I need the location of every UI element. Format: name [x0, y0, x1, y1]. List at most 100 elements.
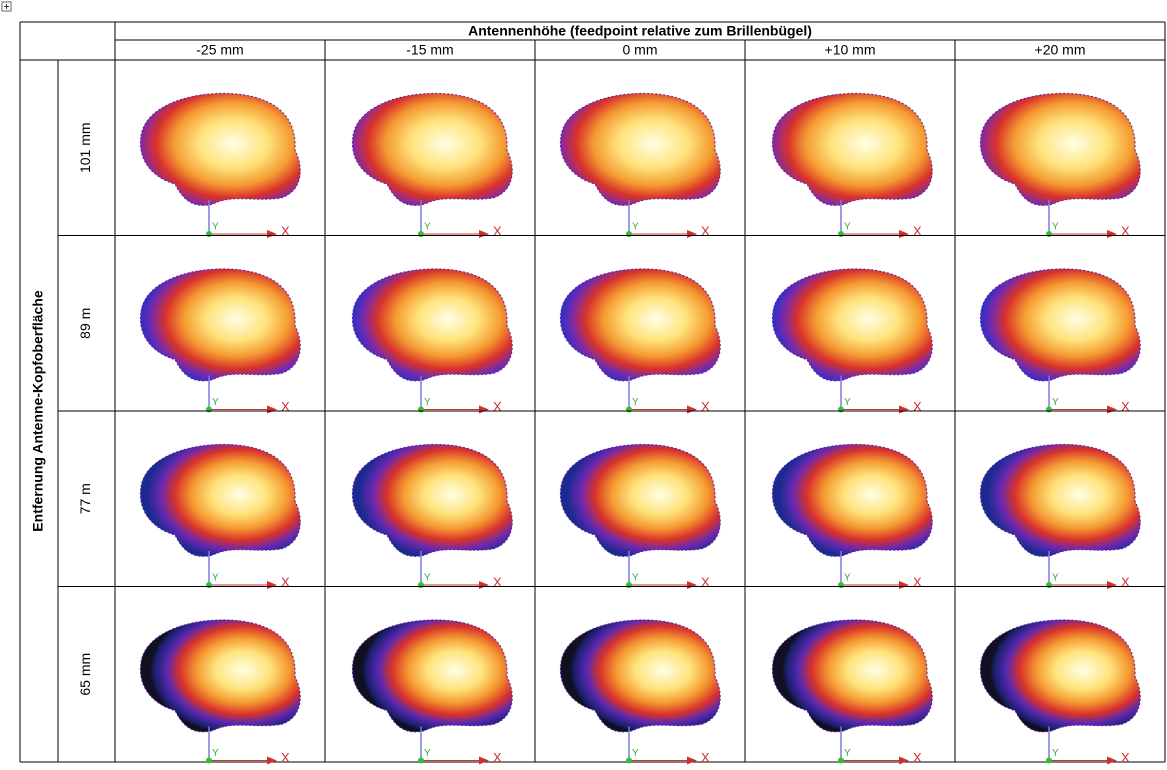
- head-image: XY: [771, 268, 933, 414]
- head-shape: [351, 92, 513, 206]
- axis-x-arrow: [267, 230, 277, 238]
- head-shape: [979, 268, 1141, 382]
- head-shape: [559, 92, 721, 206]
- column-label: -15 mm: [406, 42, 453, 58]
- axis-x-arrow: [479, 581, 489, 589]
- axis-y-label: Y: [844, 397, 851, 408]
- head-image: XY: [559, 619, 721, 765]
- head-shape: [351, 268, 513, 382]
- head-shape: [351, 619, 513, 733]
- axis-origin: [418, 757, 424, 764]
- axis-x-label: X: [913, 750, 922, 765]
- axis-x-label: X: [281, 399, 290, 414]
- row-label: 65 mm: [77, 653, 93, 696]
- head-image: XY: [979, 92, 1141, 238]
- axis-origin: [838, 757, 844, 764]
- axis-x-label: X: [701, 399, 710, 414]
- axis-x-arrow: [267, 581, 277, 589]
- axis-x-label: X: [1121, 223, 1130, 238]
- head-image: XY: [351, 92, 513, 238]
- axis-y-label: Y: [1052, 748, 1059, 759]
- axis-x-label: X: [281, 223, 290, 238]
- axis-x-label: X: [1121, 574, 1130, 589]
- column-label: +10 mm: [825, 42, 876, 58]
- axis-x-arrow: [687, 756, 697, 765]
- axis-y-label: Y: [424, 573, 431, 584]
- axis-y-label: Y: [424, 748, 431, 759]
- axis-x-arrow: [479, 230, 489, 238]
- head-image: XY: [351, 268, 513, 414]
- head-shape: [139, 92, 301, 206]
- axis-x-arrow: [687, 230, 697, 238]
- header-title: Antennenhöhe (feedpoint relative zum Bri…: [468, 23, 812, 39]
- axis-y-label: Y: [632, 397, 639, 408]
- axis-y-label: Y: [632, 222, 639, 233]
- head-shape: [559, 619, 721, 733]
- head-shape: [559, 443, 721, 557]
- axis-x-arrow: [899, 230, 909, 238]
- head-image: XY: [559, 443, 721, 589]
- axis-x-label: X: [493, 223, 502, 238]
- axis-x-arrow: [1107, 405, 1117, 414]
- head-shape: [979, 619, 1141, 733]
- axis-x-arrow: [267, 756, 277, 765]
- column-label: -25 mm: [196, 42, 243, 58]
- column-label: 0 mm: [623, 42, 658, 58]
- head-image: XY: [351, 619, 513, 765]
- axis-x-arrow: [1107, 581, 1117, 589]
- axis-x-arrow: [899, 756, 909, 765]
- axis-origin: [1046, 757, 1052, 764]
- head-image: XY: [771, 443, 933, 589]
- axis-y-label: Y: [844, 222, 851, 233]
- row-label: 77 m: [77, 483, 93, 514]
- axis-x-arrow: [1107, 756, 1117, 765]
- head-image: XY: [139, 92, 301, 238]
- axis-y-label: Y: [632, 748, 639, 759]
- axis-x-label: X: [281, 750, 290, 765]
- axis-x-label: X: [701, 223, 710, 238]
- axis-x-label: X: [281, 574, 290, 589]
- axis-y-label: Y: [1052, 397, 1059, 408]
- head-shape: [979, 92, 1141, 206]
- axis-x-label: X: [701, 574, 710, 589]
- axis-x-label: X: [913, 574, 922, 589]
- axis-x-arrow: [1107, 230, 1117, 238]
- axis-x-label: X: [493, 574, 502, 589]
- axis-x-label: X: [913, 223, 922, 238]
- axis-y-label: Y: [212, 397, 219, 408]
- head-shape: [351, 443, 513, 557]
- head-image: XY: [771, 619, 933, 765]
- axis-y-label: Y: [1052, 222, 1059, 233]
- axis-origin: [206, 757, 212, 764]
- axis-x-arrow: [687, 581, 697, 589]
- column-label: +20 mm: [1035, 42, 1086, 58]
- axis-x-arrow: [479, 405, 489, 414]
- head-shape: [771, 443, 933, 557]
- axis-y-label: Y: [844, 573, 851, 584]
- head-shape: [771, 92, 933, 206]
- head-image: XY: [979, 268, 1141, 414]
- row-header: Entfernung Antenne-Kopfoberfläche: [30, 290, 46, 532]
- axis-x-arrow: [899, 581, 909, 589]
- axis-y-label: Y: [1052, 573, 1059, 584]
- expand-icon[interactable]: [1, 1, 12, 12]
- head-image: XY: [979, 619, 1141, 765]
- head-image: XY: [139, 443, 301, 589]
- axis-y-label: Y: [212, 748, 219, 759]
- table: Antennenhöhe (feedpoint relative zum Bri…: [19, 21, 1166, 765]
- axis-x-label: X: [493, 750, 502, 765]
- axis-x-label: X: [1121, 750, 1130, 765]
- axis-x-label: X: [701, 750, 710, 765]
- axis-x-arrow: [267, 405, 277, 414]
- head-shape: [559, 268, 721, 382]
- axis-origin: [626, 757, 632, 764]
- head-shape: [771, 268, 933, 382]
- row-label: 101 mm: [77, 122, 93, 173]
- axis-y-label: Y: [424, 397, 431, 408]
- axis-x-arrow: [899, 405, 909, 414]
- row-label: 89 m: [77, 308, 93, 339]
- axis-x-label: X: [913, 399, 922, 414]
- axis-y-label: Y: [844, 748, 851, 759]
- head-image: XY: [139, 268, 301, 414]
